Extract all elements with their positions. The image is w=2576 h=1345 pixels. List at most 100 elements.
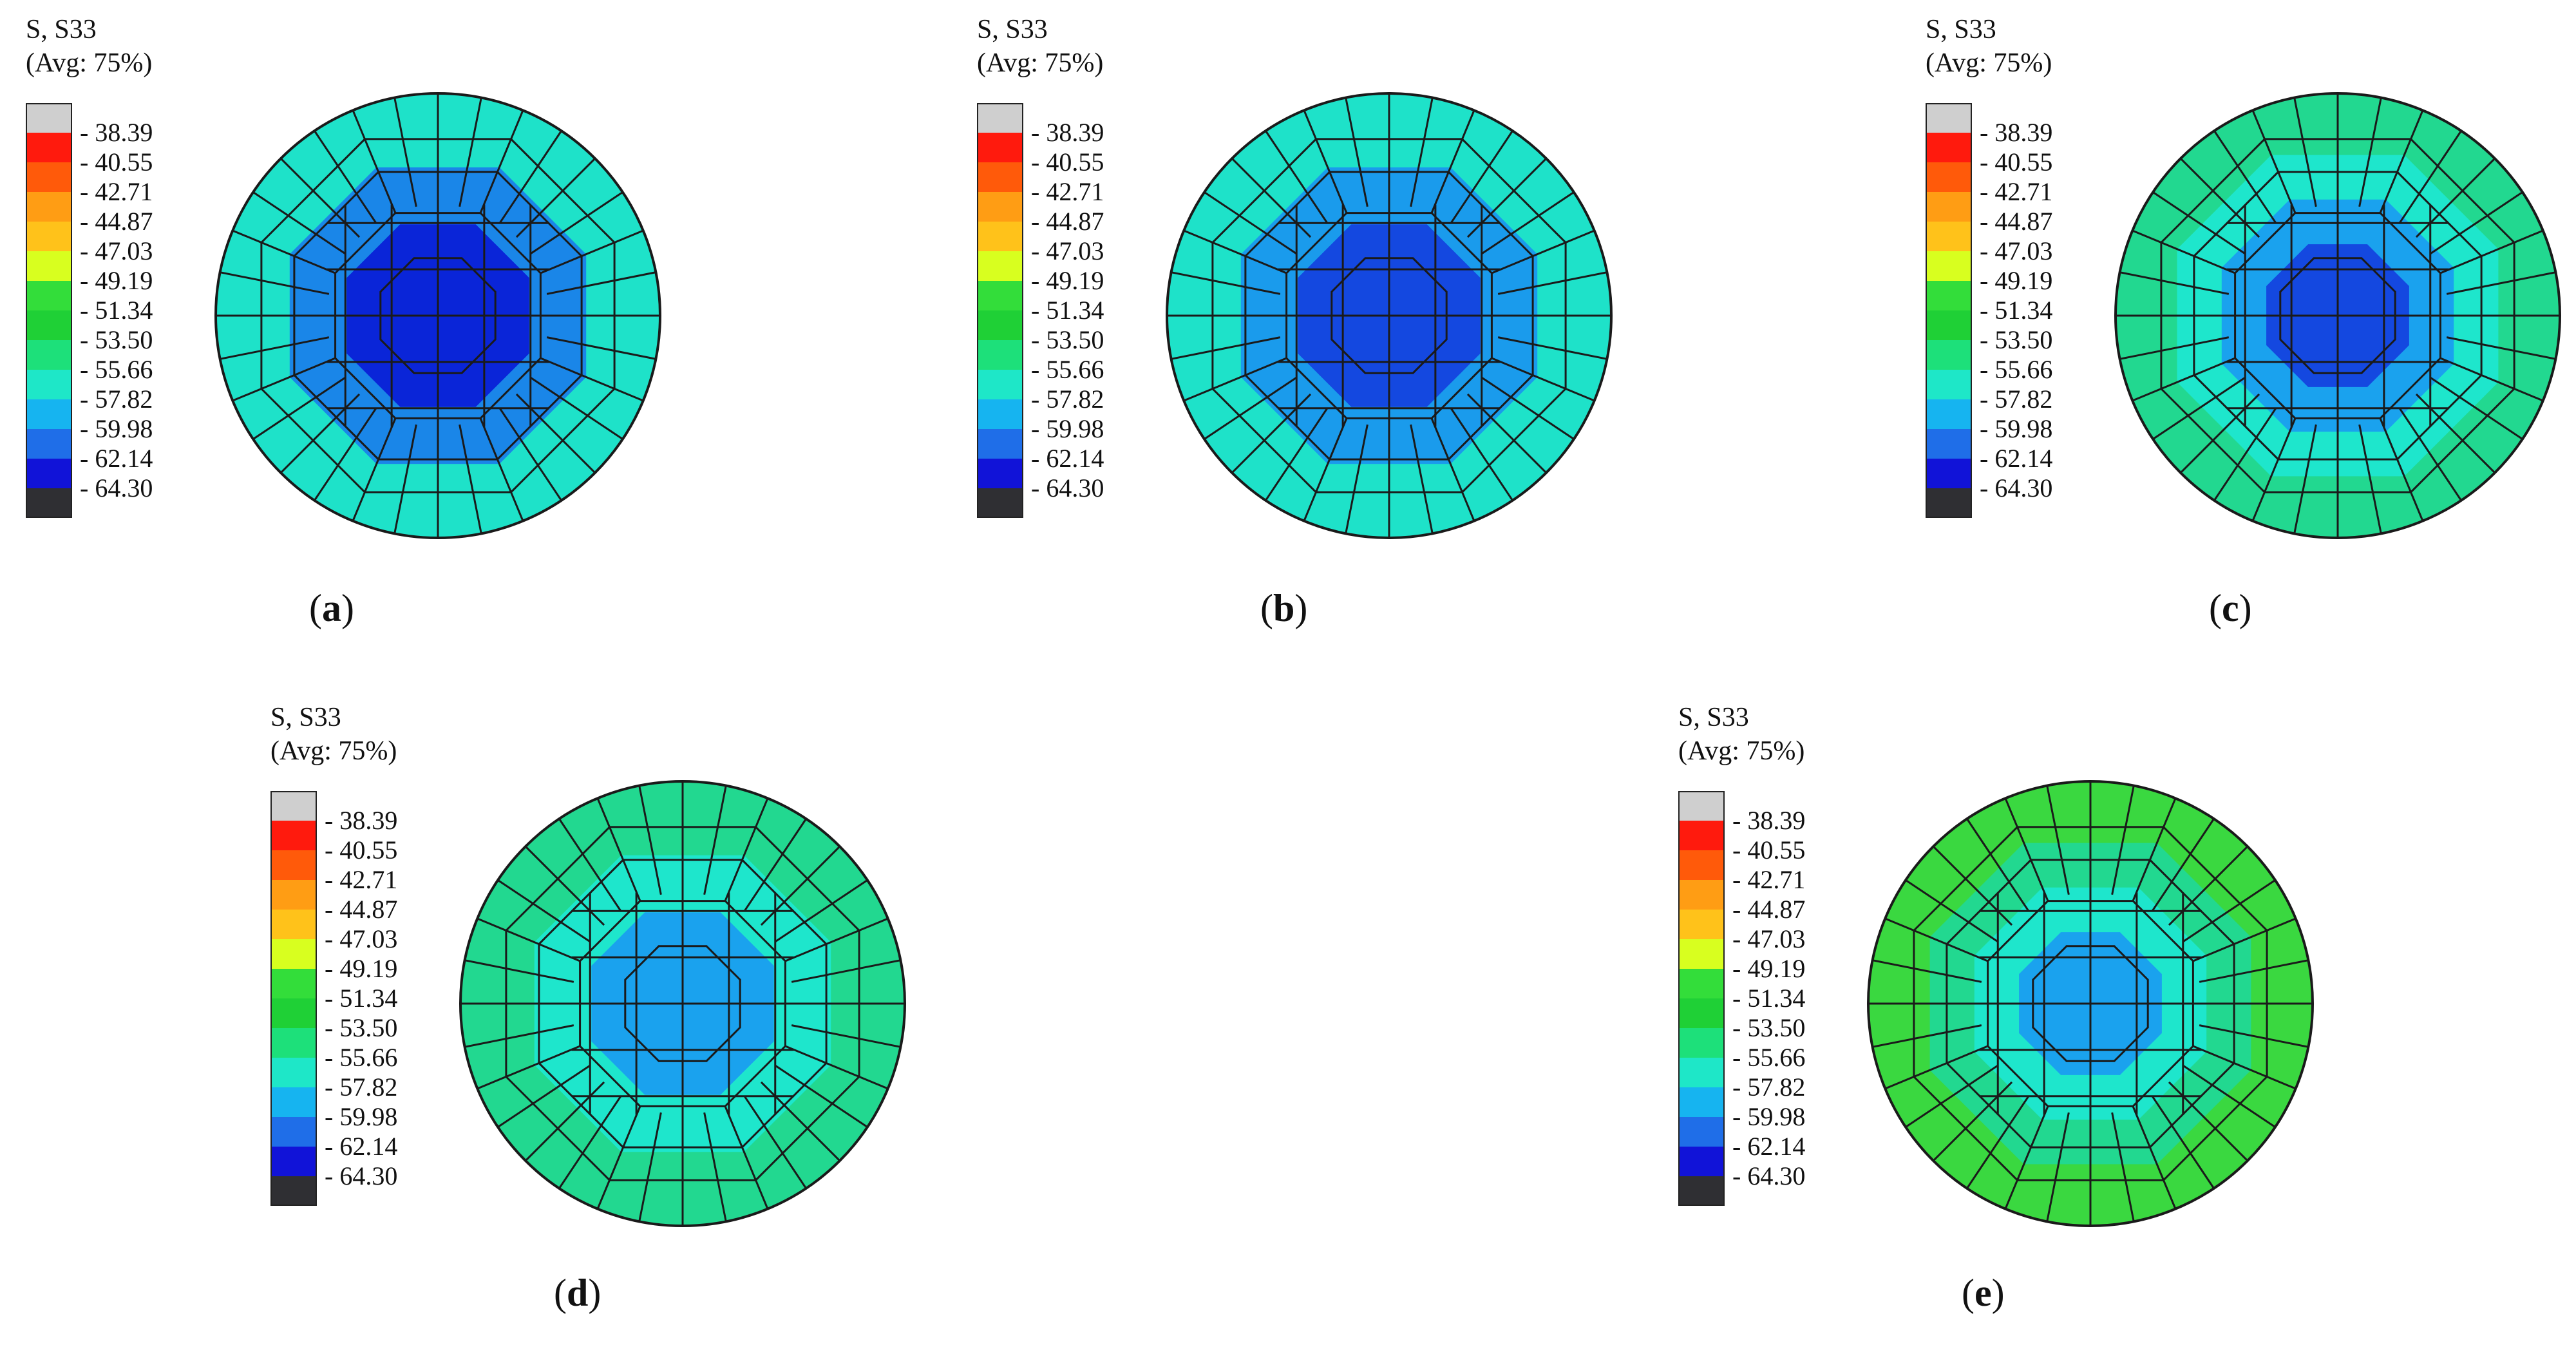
mesh-line: [2119, 336, 2230, 360]
legend-swatch: [1926, 399, 1972, 429]
legend-swatch: [26, 488, 72, 518]
legend-swatch: [1678, 1176, 1725, 1206]
mesh-line: [352, 110, 397, 214]
stress-contour-disk: [1166, 92, 1613, 539]
panel-caption: (b): [1260, 587, 1308, 629]
legend-tick-label: - 47.03: [80, 236, 153, 265]
mesh-line: [760, 845, 841, 926]
legend-tick-label: - 51.34: [1732, 984, 1806, 1013]
mesh-line: [1430, 417, 1475, 522]
mesh-line: [2119, 271, 2230, 295]
legend-tick-label: - 57.82: [80, 385, 153, 414]
mesh-line: [314, 407, 377, 501]
legend-swatch: [1926, 133, 1972, 162]
legend-tick-label: - 51.34: [1031, 296, 1104, 325]
mesh-line: [2132, 229, 2236, 274]
mesh-line: [1966, 818, 2030, 912]
legend-tick-label: - 44.87: [1031, 207, 1104, 236]
legend-swatch: [977, 192, 1023, 222]
mesh-line: [524, 1081, 605, 1162]
mesh-line: [1231, 157, 1312, 238]
mesh-line: [760, 1081, 841, 1162]
legend-swatch: [270, 969, 317, 998]
legend-tick-label: - 51.34: [1980, 296, 2053, 325]
legend-tick-label: - 42.71: [325, 865, 398, 894]
legend-variable: S, S33: [26, 15, 97, 44]
mesh-line: [1345, 97, 1368, 207]
mesh-line: [540, 357, 644, 402]
mesh-line: [220, 336, 330, 360]
legend-averaging: (Avg: 75%): [977, 48, 1104, 78]
legend-swatch: [1926, 103, 1972, 133]
legend-swatch: [977, 370, 1023, 399]
legend-tick-label: - 44.87: [1732, 895, 1806, 924]
legend-tick-label: - 44.87: [1980, 207, 2053, 236]
color-legend-bar: [270, 791, 317, 1206]
disk-outline: [2114, 92, 2561, 539]
mesh-line: [2168, 845, 2249, 926]
mesh-line: [464, 959, 574, 983]
legend-swatch: [1678, 850, 1725, 880]
legend-swatch: [1926, 162, 1972, 192]
mesh-line: [2004, 1105, 2049, 1210]
legend-tick-label: - 64.30: [80, 473, 153, 502]
legend-swatch: [1678, 939, 1725, 969]
legend-swatch: [977, 281, 1023, 310]
mesh-line: [2152, 376, 2246, 440]
mesh-line: [2415, 157, 2496, 238]
legend-swatch: [270, 1028, 317, 1058]
legend-swatch: [1926, 251, 1972, 281]
legend-tick-label: - 53.50: [1732, 1013, 1806, 1042]
legend-variable: S, S33: [1678, 703, 1749, 732]
mesh-line: [1884, 1045, 1989, 1090]
mesh-line: [459, 97, 482, 207]
legend-swatch: [1678, 880, 1725, 910]
contour-panel-d: S, S33 (Avg: 75%) (d) - 38.39- 40.55- 42…: [270, 701, 979, 1345]
mesh-line: [546, 271, 656, 295]
mesh-line: [638, 1112, 662, 1222]
mesh-line: [724, 797, 769, 902]
legend-swatch: [977, 103, 1023, 133]
mesh-line: [1265, 130, 1329, 224]
legend-averaging: (Avg: 75%): [26, 48, 153, 78]
mesh-line: [2132, 797, 2177, 902]
legend-swatch: [26, 222, 72, 251]
mesh-line: [2379, 110, 2424, 214]
legend-swatch: [270, 821, 317, 850]
mesh-line: [1171, 336, 1281, 360]
legend-swatch: [26, 103, 72, 133]
mesh-line: [2168, 1081, 2249, 1162]
mesh-line: [220, 271, 330, 295]
mesh-line: [2446, 336, 2556, 360]
legend-swatch: [26, 133, 72, 162]
legend-variable: S, S33: [270, 703, 341, 732]
mesh-line: [2192, 917, 2297, 962]
mesh-line: [774, 1064, 868, 1128]
mesh-line: [232, 357, 336, 402]
legend-title: S, S33 (Avg: 75%): [26, 13, 152, 80]
legend-swatch: [26, 399, 72, 429]
legend-tick-label: - 42.71: [80, 177, 153, 206]
legend-tick-label: - 59.98: [1732, 1102, 1806, 1131]
legend-tick-label: - 47.03: [1732, 924, 1806, 953]
legend-swatch: [26, 192, 72, 222]
contour-panel-e: S, S33 (Avg: 75%) (e) - 38.39- 40.55- 42…: [1678, 701, 2387, 1345]
legend-swatch: [1678, 1147, 1725, 1176]
mesh-line: [2179, 157, 2260, 238]
mesh-line: [2151, 818, 2215, 912]
mesh-line: [464, 1024, 574, 1048]
mesh-line: [479, 417, 524, 522]
mesh-line: [1966, 1095, 2030, 1189]
legend-tick-label: - 62.14: [1732, 1132, 1806, 1161]
legend-swatch: [977, 488, 1023, 518]
mesh-line: [529, 191, 623, 255]
legend-tick-label: - 38.39: [1031, 118, 1104, 147]
disk-outline: [1166, 92, 1613, 539]
mesh-line: [498, 407, 562, 501]
legend-swatch: [270, 1058, 317, 1087]
legend-swatch: [1678, 1058, 1725, 1087]
legend-variable: S, S33: [977, 15, 1048, 44]
mesh-line: [1204, 376, 1298, 440]
mesh-line: [2199, 1024, 2309, 1048]
legend-swatch: [26, 281, 72, 310]
